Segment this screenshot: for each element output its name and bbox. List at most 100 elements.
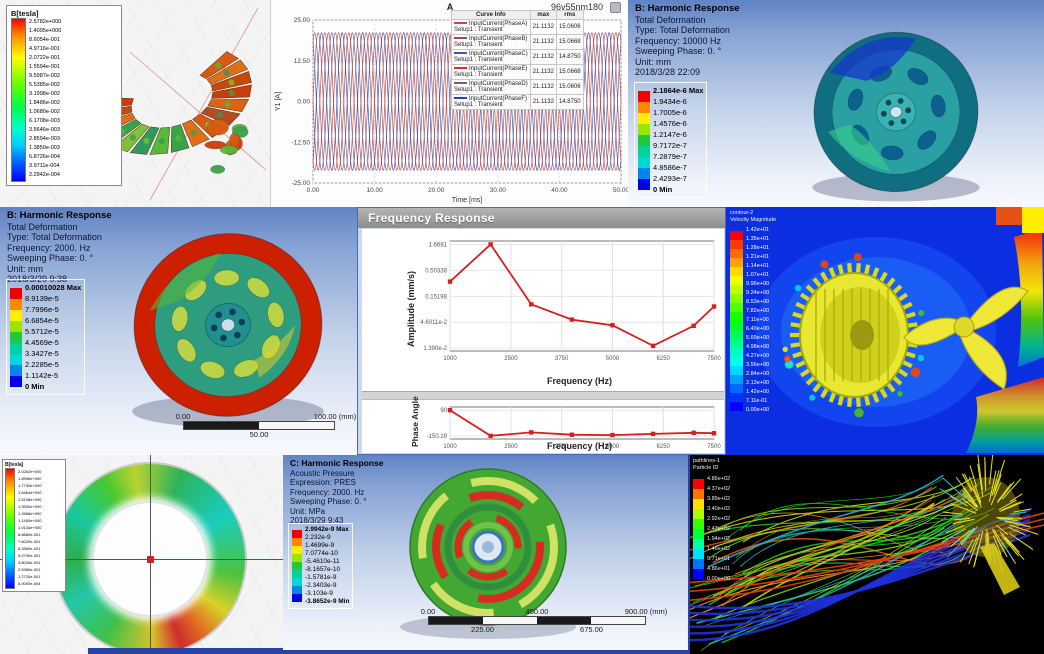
colorbar-value: -3.103e-9 bbox=[305, 590, 333, 597]
streamline-render bbox=[690, 455, 1044, 654]
contour-patch bbox=[1022, 207, 1044, 233]
impeller-bristle bbox=[955, 476, 975, 503]
colorbar-cell bbox=[638, 134, 650, 146]
colorbar-cell bbox=[730, 320, 743, 330]
curve-name-cell: InputCurrent(PhaseC) Setup1 : Transient bbox=[451, 49, 531, 65]
y-tick-label: 4.6011e-2 bbox=[420, 320, 447, 326]
impeller-bristle bbox=[950, 529, 971, 547]
colorbar-value: 3.9711e-004 bbox=[29, 163, 60, 169]
colorbar-value: 3.89e+02 bbox=[707, 496, 731, 502]
ruler-segment bbox=[483, 617, 537, 624]
colorbar-value: 1.3850e-003 bbox=[29, 145, 60, 151]
flow-fleck bbox=[897, 391, 903, 397]
impeller-bristle bbox=[988, 470, 997, 502]
scale-ruler: 0.00 450.00 900.00 (mm) 225.00 675.00 bbox=[421, 607, 668, 634]
colorbar-value: 1.0680e-002 bbox=[29, 109, 60, 115]
table-header-row: Curve Info max rms bbox=[451, 10, 584, 20]
colorbar-strip bbox=[11, 18, 26, 182]
bolt-hole bbox=[229, 308, 236, 316]
colorbar-value: 1.8486e-002 bbox=[29, 100, 60, 106]
plot-corner-label: 96v55nm180 bbox=[550, 2, 603, 12]
impeller-bristle bbox=[1009, 533, 1034, 550]
result-line: Frequency: 2000. Hz bbox=[7, 242, 91, 253]
plot-menu-icon[interactable] bbox=[610, 2, 621, 13]
ruler-label: 100.00 (mm) bbox=[313, 412, 357, 421]
result-line: Unit: MPa bbox=[290, 506, 326, 516]
result-line: Type: Total Deformation bbox=[635, 25, 730, 35]
colorbar-value: 5.0700e-001 bbox=[18, 553, 41, 558]
colorbar-value: 1.4095e+000 bbox=[29, 28, 62, 34]
data-point-marker bbox=[610, 432, 615, 438]
impeller-bristle bbox=[945, 525, 965, 534]
colorbar-cell bbox=[10, 287, 22, 299]
colorbar-cell bbox=[730, 311, 743, 321]
colorbar-value: 2.43e+02 bbox=[707, 526, 731, 532]
impeller-bristle bbox=[1008, 526, 1027, 536]
axis-line bbox=[129, 51, 267, 171]
colorbar-cell bbox=[730, 293, 743, 303]
impeller-bristle bbox=[939, 514, 963, 517]
colorbar-cell bbox=[730, 302, 743, 312]
x-tick-label: 6250 bbox=[657, 444, 671, 450]
streamline bbox=[742, 476, 975, 543]
colorbar-cell bbox=[638, 178, 650, 190]
impeller-bristle bbox=[1000, 534, 1019, 557]
colorbar-value: 9.71e+01 bbox=[707, 556, 731, 562]
colorbar-value: 9.24e+00 bbox=[746, 290, 770, 296]
streamline bbox=[700, 518, 967, 651]
field-colorbar: 2.5782e+000 1.4095e+000 8.6054e-001 4.9716e… bbox=[11, 18, 117, 182]
result-line: Sweeping Phase: 0. ° bbox=[290, 497, 367, 506]
colorbar-cell bbox=[10, 331, 22, 343]
deformation-colorbar-box: 2.1864e-6 Max 1.9434e-6 1.7005e-6 1.4576e-6… bbox=[634, 82, 708, 198]
plot-title: A bbox=[446, 2, 454, 12]
colorbar-cell bbox=[292, 562, 302, 570]
x-tick-label: 50.00 bbox=[613, 187, 629, 194]
colorbar-value: 0.00010028 Max bbox=[25, 283, 82, 292]
ruler-label: 0.00 bbox=[175, 412, 191, 421]
result-line: Frequency: 2000. Hz bbox=[290, 487, 365, 497]
bolt-hole bbox=[234, 331, 241, 339]
colorbar-labels: 1.42e+01 1.35e+01 1.28e+01 1.21e+01 1.14e+01… bbox=[746, 226, 769, 415]
impeller-bristle bbox=[995, 524, 1009, 536]
colorbar-value: 4.98e+00 bbox=[746, 344, 770, 350]
flow-fleck bbox=[782, 346, 788, 353]
impeller-bristle bbox=[1005, 520, 1031, 528]
impeller-bristle bbox=[961, 473, 973, 492]
data-point-marker bbox=[650, 343, 656, 349]
scale-ruler: 0.00 100.00 (mm) 50.00 bbox=[176, 412, 357, 439]
flow-fleck bbox=[784, 355, 791, 363]
colorbar-cell bbox=[10, 353, 22, 365]
result-line: 2018/3/29 9:43 bbox=[290, 516, 344, 525]
rms-cell: 15.0668 bbox=[555, 64, 584, 80]
x-axis-label: Time [ms] bbox=[452, 197, 483, 204]
curve-name-cell: InputCurrent(PhaseE) Setup1 : Transient bbox=[451, 64, 531, 80]
colorbar-value: 2.92e+02 bbox=[707, 516, 731, 522]
disc-group bbox=[409, 468, 567, 626]
crosshair-vertical bbox=[150, 455, 151, 654]
x-tick-label: 1000 bbox=[443, 356, 457, 362]
colorbar-cell bbox=[693, 569, 704, 579]
colorbar-value: 3.40e+02 bbox=[707, 506, 731, 512]
impeller-bristle bbox=[999, 518, 1023, 524]
window-title-bar[interactable]: Frequency Response bbox=[358, 208, 725, 228]
max-cell: 21.1132 bbox=[529, 19, 557, 35]
result-title: B: Harmonic Response bbox=[7, 210, 112, 221]
crosshair-horizontal bbox=[0, 559, 283, 560]
panel-transient-plot: A 96v55nm180 0.00 10.00 20.00 30.00 40.00 50.… bbox=[270, 0, 629, 207]
colorbar-cell bbox=[638, 167, 650, 179]
colorbar-value: 7.7996e-5 bbox=[25, 305, 59, 314]
colorbar-strip bbox=[638, 90, 650, 190]
impeller-bristle bbox=[977, 463, 984, 497]
y-tick-label: -150.29 bbox=[427, 434, 448, 440]
colorbar-value: 1.3932e+000 bbox=[18, 504, 42, 509]
impeller-bristle bbox=[998, 517, 1018, 521]
result-title: B: Harmonic Response bbox=[635, 3, 740, 14]
colorbar-cell bbox=[292, 546, 302, 554]
ruler-segment bbox=[591, 617, 645, 624]
deformation-patch-yellow bbox=[253, 324, 296, 378]
colorbar-value: 7.82e+00 bbox=[746, 308, 770, 314]
ruler-bar bbox=[428, 616, 646, 625]
table-header-cell: rms bbox=[555, 10, 584, 20]
data-point-marker bbox=[711, 304, 717, 309]
impeller-bristle bbox=[991, 470, 1000, 497]
